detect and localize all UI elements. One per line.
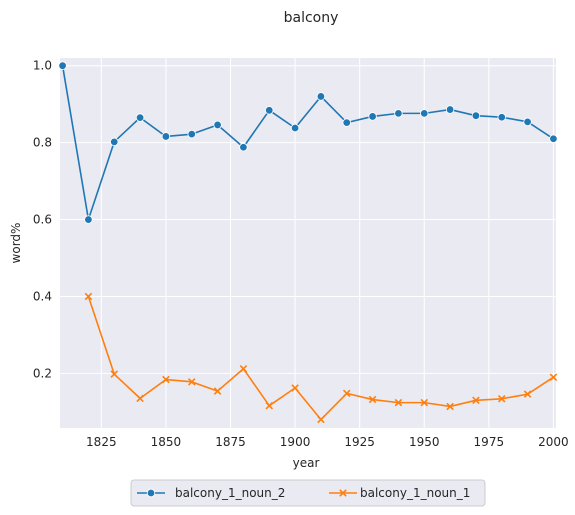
data-point <box>162 375 170 384</box>
data-point <box>446 402 454 411</box>
data-point <box>84 292 93 301</box>
tick-labels: 1825 1850 1875 1900 1925 1950 1975 2000 0.2 0.4 0.… <box>33 59 569 449</box>
legend-swatch-marker <box>146 488 156 498</box>
legend-box <box>130 479 486 507</box>
series-balcony_1_noun_2 <box>58 61 558 224</box>
legend: balcony_1_noun_2 balcony_1_noun_1 <box>130 479 486 507</box>
data-point <box>110 370 119 378</box>
data-point <box>394 398 403 407</box>
plot-area <box>60 58 556 428</box>
x-tick-label: 1900 <box>280 435 311 449</box>
data-point <box>342 118 351 127</box>
legend-x-marker <box>339 489 347 497</box>
data-point <box>549 373 558 381</box>
data-point <box>472 396 480 405</box>
data-point <box>265 401 274 410</box>
x-tick-label: 1825 <box>86 435 117 449</box>
y-tick-label: 0.8 <box>33 136 52 150</box>
data-point <box>265 106 274 115</box>
data-point <box>420 109 429 118</box>
data-point <box>471 111 481 120</box>
y-tick-label: 1.0 <box>33 59 52 73</box>
data-point <box>368 112 377 121</box>
data-point <box>213 120 222 130</box>
x-tick-label: 2000 <box>538 435 569 449</box>
chart-title: balcony <box>284 10 339 26</box>
y-tick-label: 0.6 <box>33 213 52 227</box>
x-tick-label: 1950 <box>409 435 440 449</box>
legend-label: balcony_1_noun_1 <box>360 486 470 500</box>
data-point <box>316 92 326 101</box>
data-point <box>368 395 377 404</box>
data-point <box>497 113 506 122</box>
series-balcony_1_noun_1 <box>84 292 558 424</box>
data-point <box>239 143 248 152</box>
data-point <box>523 390 532 398</box>
y-axis-label: word% <box>9 223 23 264</box>
x-tick-label: 1875 <box>215 435 246 449</box>
series-layer <box>58 61 558 424</box>
data-point <box>239 365 248 373</box>
x-tick-label: 1925 <box>344 435 375 449</box>
data-point <box>394 109 403 118</box>
data-point <box>290 123 300 133</box>
data-point <box>317 415 325 424</box>
data-point <box>161 132 171 141</box>
y-tick-label: 0.2 <box>33 366 52 380</box>
data-point <box>135 113 145 122</box>
x-tick-label: 1975 <box>474 435 505 449</box>
data-point <box>291 384 299 392</box>
data-point <box>58 61 67 70</box>
data-point <box>497 395 506 403</box>
data-point <box>110 137 119 147</box>
x-tick-label: 1850 <box>151 435 182 449</box>
series-line <box>61 65 554 221</box>
data-point <box>342 389 351 398</box>
data-point <box>523 117 532 127</box>
data-point <box>136 394 144 403</box>
legend-swatch-marker <box>339 489 347 497</box>
grid <box>60 58 556 428</box>
data-point <box>187 378 196 386</box>
data-point <box>549 134 558 143</box>
legend-label: balcony_1_noun_2 <box>175 486 285 500</box>
data-point <box>213 387 222 395</box>
x-axis-label: year <box>293 456 320 470</box>
data-point <box>420 398 429 407</box>
data-point <box>445 105 455 114</box>
y-tick-label: 0.4 <box>33 289 52 303</box>
data-point <box>84 215 93 224</box>
data-point <box>187 129 196 139</box>
